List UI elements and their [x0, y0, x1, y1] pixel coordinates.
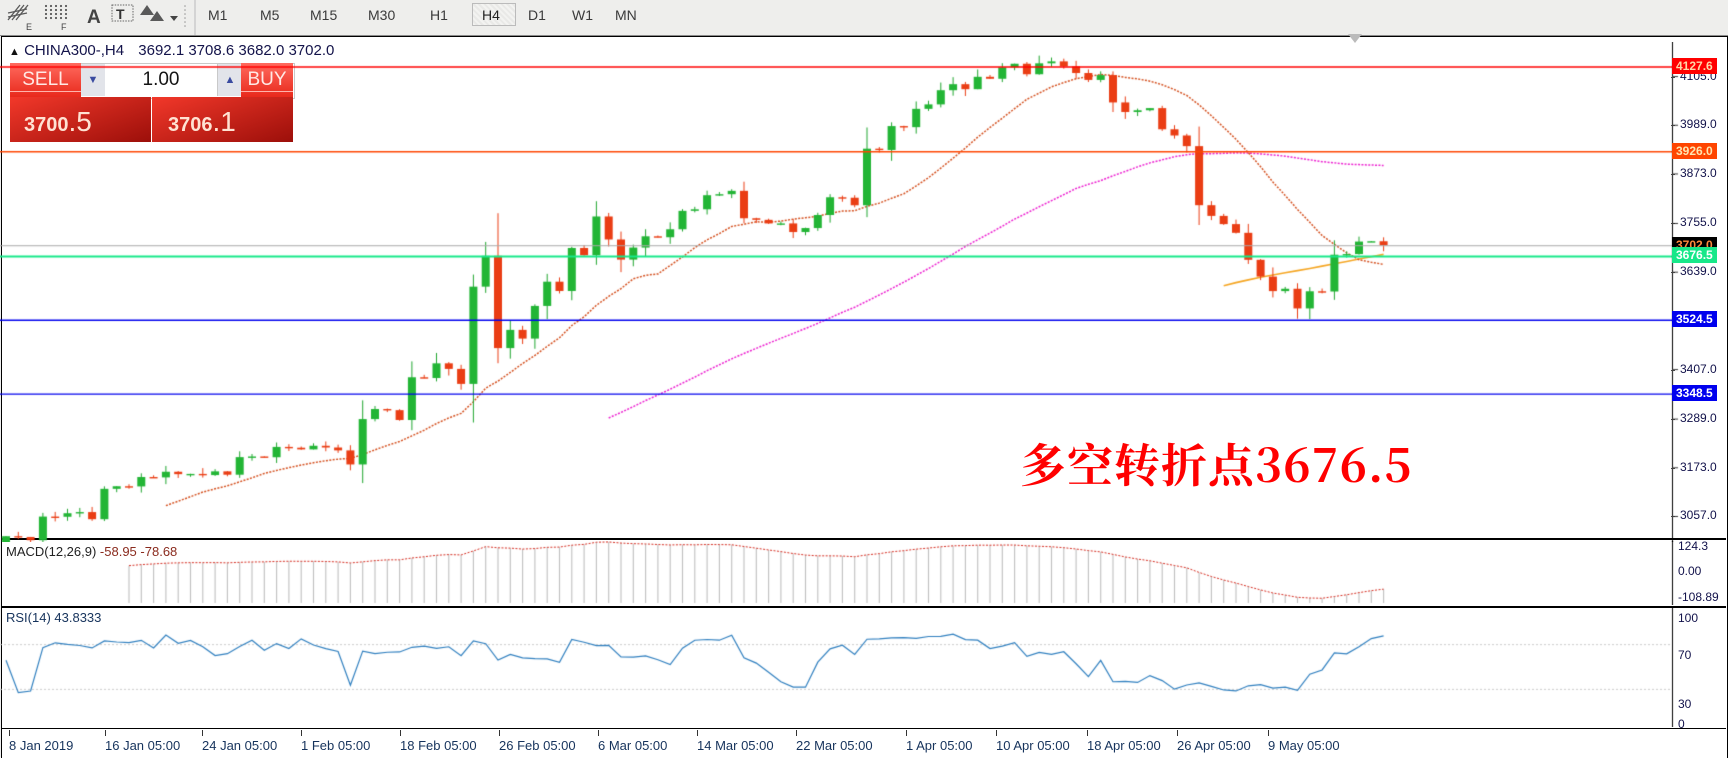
svg-text:A: A — [87, 7, 101, 28]
svg-text:F: F — [61, 22, 67, 32]
svg-text:T: T — [116, 6, 125, 22]
svg-text:E: E — [26, 22, 32, 32]
